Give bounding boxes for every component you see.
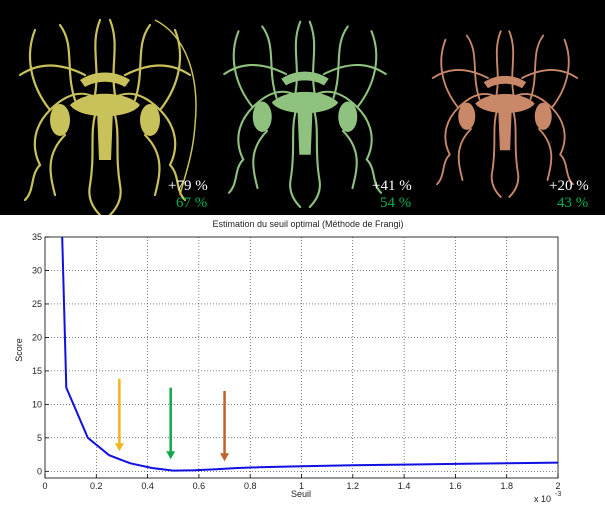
vessel-images [18, 18, 579, 217]
image-2-label-bottom: 54 % [380, 195, 412, 211]
y-tick-label: 25 [32, 299, 42, 309]
image-1-label-top: +79 % [168, 178, 208, 194]
y-tick-label: 35 [32, 232, 42, 242]
x-tick-label: 1 [299, 481, 304, 491]
series-line-0 [61, 236, 559, 472]
grid-lines [45, 237, 558, 478]
x-tick-label: 1.2 [347, 481, 360, 491]
vessel-images-panel: +79 % 67 % +41 % 54 % +20 % 43 % [0, 0, 605, 217]
image-3-label-bottom: 43 % [557, 195, 589, 211]
x-axis-multiplier: x 10 [534, 494, 551, 504]
image-2-label-top: +41 % [372, 178, 412, 194]
x-tick-label: 1.8 [500, 481, 513, 491]
image-1-label-bottom: 67 % [176, 195, 208, 211]
y-tick-label: 5 [37, 433, 42, 443]
y-tick-label: 10 [32, 399, 42, 409]
series-group [61, 236, 559, 472]
arrow-2 [220, 390, 230, 462]
x-tick-label: 0 [42, 481, 47, 491]
y-tick-label: 0 [37, 466, 42, 476]
y-axis-label: Score [14, 338, 24, 362]
x-tick-label: 0.8 [244, 481, 257, 491]
axis-ticks: 0 0.2 0.4 0.6 0.8 1 1.2 1.4 1.6 1.8 20510152025303… [32, 232, 561, 491]
image-3-label-top: +20 % [549, 178, 589, 194]
x-tick-label: 0.2 [90, 481, 103, 491]
x-tick-label: 1.4 [398, 481, 411, 491]
x-tick-label: 2 [555, 481, 560, 491]
threshold-chart: Estimation du seuil optimal (Méthode de … [14, 219, 561, 504]
vessel-orange [431, 30, 579, 198]
x-tick-label: 1.6 [449, 481, 462, 491]
y-tick-label: 30 [32, 265, 42, 275]
x-tick-label: 0.6 [193, 481, 206, 491]
y-tick-label: 20 [32, 332, 42, 342]
annotation-arrows [114, 378, 230, 462]
vessel-yellow [18, 18, 197, 217]
x-tick-label: 0.4 [141, 481, 154, 491]
x-axis-multiplier-exponent: -3 [555, 491, 561, 498]
vessel-green [223, 20, 387, 209]
chart-title: Estimation du seuil optimal (Méthode de … [212, 219, 403, 229]
arrow-1 [166, 387, 176, 460]
y-tick-label: 15 [32, 366, 42, 376]
x-axis-label: Seuil [291, 489, 311, 499]
arrow-0 [114, 378, 124, 452]
